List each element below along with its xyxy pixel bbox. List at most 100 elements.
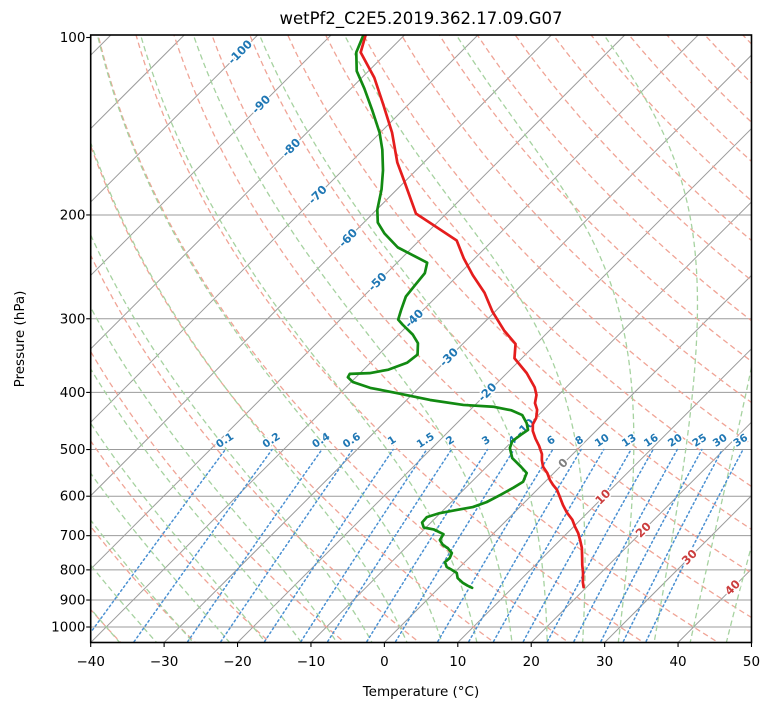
mixing-ratio-line [599, 448, 703, 643]
isotherm-line [310, 201, 752, 643]
isotherm-line [90, 35, 552, 497]
isotherm-line [90, 35, 332, 277]
isotherm-line [237, 127, 752, 643]
dry-adiabat-line [590, 35, 752, 202]
mixing-ratio-line [572, 448, 679, 643]
isotherm-line [90, 35, 259, 203]
isotherm-line [530, 421, 752, 643]
plot-border [89, 34, 753, 644]
isotherm-line [751, 641, 752, 643]
x-tick-label: −40 [76, 654, 105, 670]
dry-adiabat-line [90, 439, 271, 643]
y-axis-label: Pressure (hPa) [12, 291, 28, 388]
chart-title: wetPf2_C2E5.2019.362.17.09.G07 [279, 9, 562, 29]
mixing-ratio-line [365, 448, 489, 643]
y-tick-label: 600 [60, 489, 86, 505]
mixing-ratio-line [644, 448, 744, 643]
mixing-ratio-label: 10 [593, 432, 612, 450]
moist-adiabat-line [90, 472, 231, 643]
y-tick-label: 100 [60, 30, 86, 46]
dry-adiabat-line [362, 35, 752, 446]
mixing-ratio-line [263, 448, 394, 643]
dry-adiabat-line [514, 35, 752, 282]
moist-adiabat-line [605, 37, 699, 643]
mixing-ratio-label: 8 [573, 434, 586, 448]
x-tick-label: −10 [297, 654, 326, 670]
y-tick-label: 400 [60, 385, 86, 401]
isotherm-label: 30 [679, 546, 700, 567]
isotherm-line [457, 348, 752, 643]
moist-adiabat-line [90, 233, 373, 643]
mixing-ratio-label: 0.1 [214, 431, 236, 451]
dry-adiabat-line [742, 35, 752, 45]
dry-adiabat-line [173, 35, 720, 643]
y-tick-label: 300 [60, 311, 86, 327]
dry-adiabat-line [552, 35, 752, 242]
moist-adiabat-line [97, 37, 443, 643]
dry-adiabat-line [438, 35, 752, 363]
mixing-ratio-label: 3 [480, 434, 493, 448]
dry-adiabat-line [135, 35, 645, 643]
y-tick-label: 800 [60, 562, 86, 578]
isotherm-line [90, 35, 405, 350]
moist-adiabat-line [90, 367, 303, 643]
isotherm-label: 20 [633, 519, 654, 540]
y-tick-label: 900 [60, 593, 86, 609]
moist-adiabat-line [140, 37, 478, 643]
dry-adiabat-line [97, 35, 570, 643]
moist-adiabat-line [457, 37, 635, 643]
isotherm-label: -20 [475, 380, 500, 405]
mixing-ratio-line [621, 448, 724, 643]
isotherm-line [604, 494, 752, 643]
dry-adiabat-line [90, 143, 496, 643]
mixing-ratio-label: 6 [545, 434, 558, 448]
dry-adiabat-line [476, 35, 752, 322]
isotherm-line [384, 274, 752, 643]
temperature-curve [359, 35, 585, 589]
mixing-ratio-label: 2 [444, 434, 457, 448]
mixing-ratio-line [394, 448, 515, 643]
dry-adiabat-line [704, 35, 752, 84]
clipped-background [90, 35, 752, 643]
x-tick-label: 0 [380, 654, 389, 670]
mixing-ratio-line [132, 448, 273, 643]
mixing-ratio-line [186, 448, 323, 643]
mixing-ratio-line [219, 448, 354, 643]
x-tick-label: 10 [449, 654, 466, 670]
x-tick-label: −20 [223, 654, 252, 670]
dry-adiabat-line [90, 525, 197, 643]
moist-adiabat-line [193, 37, 513, 643]
mixing-ratio-label: 20 [666, 432, 685, 450]
mixing-ratio-label: 25 [690, 432, 709, 450]
isotherm-label: -30 [436, 345, 461, 370]
moist-adiabat-line [90, 422, 267, 643]
mixing-ratio-line [299, 448, 428, 643]
mixing-ratio-label: 16 [642, 432, 661, 450]
isotherm-label: -80 [279, 135, 304, 160]
dry-adiabat-line [211, 35, 752, 619]
dewpoint-curve [346, 35, 530, 590]
dry-adiabat-line [628, 35, 752, 163]
mixing-ratio-label: 0.4 [310, 431, 332, 451]
mixing-ratio-label: 1.5 [415, 431, 437, 451]
dry-adiabat-line [90, 253, 421, 643]
dry-adiabat-line [400, 35, 752, 404]
moist-adiabat-line [90, 306, 338, 643]
moist-adiabat-line [90, 564, 158, 643]
x-axis-label: Temperature (°C) [362, 684, 480, 700]
moist-adiabat-line [345, 37, 586, 643]
y-tick-label: 200 [60, 207, 86, 223]
mixing-ratio-label: 1 [386, 434, 399, 448]
isotherm-line [90, 35, 479, 423]
x-tick-label: 50 [743, 654, 760, 670]
mixing-ratio-line [521, 448, 632, 643]
mixing-ratio-line [546, 448, 654, 643]
moist-adiabat-line [90, 140, 408, 643]
curves-clipped [346, 35, 585, 590]
isotherm-line [90, 35, 626, 570]
axes: −40 −30 −20 −10 0 10 20 30 40 5010020030040050060… [51, 30, 760, 670]
mixing-ratio-line [467, 448, 582, 643]
moist-adiabat-line [259, 37, 548, 643]
